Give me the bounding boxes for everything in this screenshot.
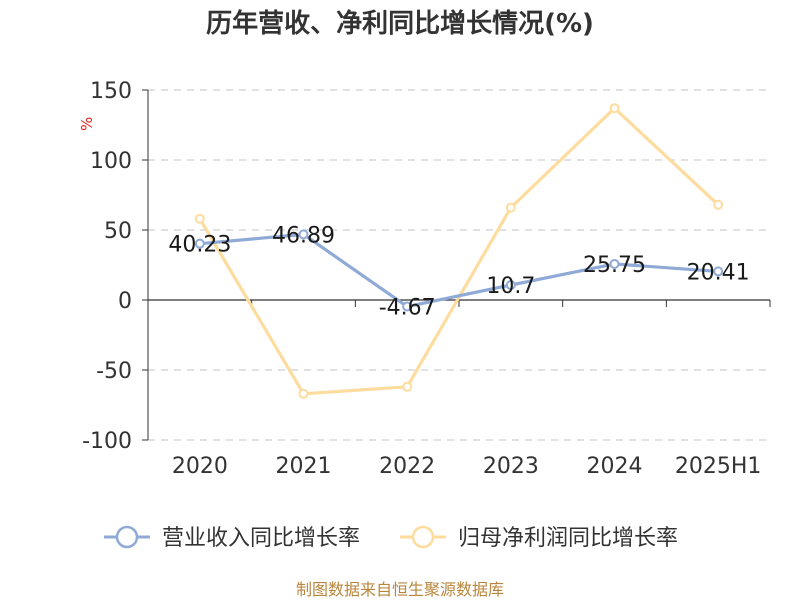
data-point <box>713 199 724 210</box>
y-tick-label: 50 <box>104 219 132 244</box>
y-tick-label: -100 <box>82 429 132 454</box>
data-point <box>713 266 724 277</box>
x-tick-label: 2022 <box>379 454 435 479</box>
grid-lines <box>148 89 770 441</box>
chart-title: 历年营收、净利同比增长情况(%) <box>206 8 594 39</box>
x-tick-label: 2024 <box>587 454 643 479</box>
x-tick-label: 2021 <box>276 454 332 479</box>
y-axis-unit-label: % <box>78 117 96 131</box>
data-label: -4.67 <box>379 296 436 321</box>
y-tick-label: 150 <box>90 79 132 104</box>
x-tick-label: 2025H1 <box>675 454 762 479</box>
data-point <box>194 238 205 249</box>
data-label: 25.75 <box>583 253 646 278</box>
data-point <box>402 381 413 392</box>
data-labels: 40.23 46.89 -4.67 10.7 25.75 20.41 <box>168 223 749 320</box>
source-note: 制图数据来自恒生聚源数据库 <box>296 580 504 599</box>
data-point <box>609 103 620 114</box>
data-point <box>402 301 413 312</box>
legend-label: 营业收入同比增长率 <box>162 526 360 551</box>
data-point <box>298 229 309 240</box>
y-tick-label: 0 <box>118 289 132 314</box>
data-label: 46.89 <box>272 223 335 248</box>
legend-item[interactable]: 营业收入同比增长率 <box>104 525 360 551</box>
x-tick-label: 2020 <box>172 454 228 479</box>
data-point <box>194 213 205 224</box>
series-line-0 <box>198 232 720 309</box>
legend[interactable]: 营业收入同比增长率 归母净利润同比增长率 <box>104 525 678 551</box>
data-point <box>505 202 516 213</box>
data-point <box>298 388 309 399</box>
y-tick-label: -50 <box>96 359 132 384</box>
data-label: 40.23 <box>168 233 231 258</box>
legend-label: 归母净利润同比增长率 <box>458 526 678 551</box>
series-lines <box>194 103 724 399</box>
data-label: 20.41 <box>687 260 750 285</box>
data-label: 10.7 <box>486 274 535 299</box>
y-tick-label: 100 <box>90 149 132 174</box>
axes: 150 100 50 0 -50 -100 2020 2021 2022 2023 2024 2025… <box>82 79 771 479</box>
data-point <box>505 280 516 291</box>
series-line-1 <box>198 106 720 396</box>
legend-marker <box>115 525 139 549</box>
legend-marker <box>411 525 435 549</box>
legend-item[interactable]: 归母净利润同比增长率 <box>400 525 678 551</box>
x-tick-label: 2023 <box>483 454 539 479</box>
data-point <box>609 258 620 269</box>
